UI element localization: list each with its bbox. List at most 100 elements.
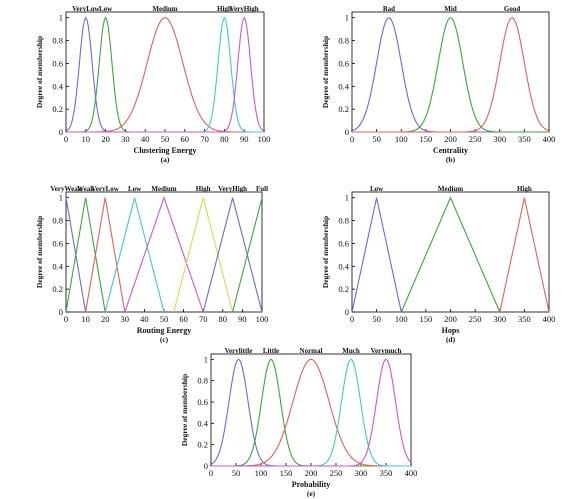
y-tick-label: 0.6 <box>52 238 63 248</box>
series-label-normal: Normal <box>300 347 323 355</box>
x-axis-label: Probability <box>292 480 331 489</box>
x-tick-label: 400 <box>543 314 556 324</box>
chart-panel-1: 0 50 100 150 200 250 300 350 400 0 0.2 0.4 0.6 0.8 1 Ce… <box>321 5 555 164</box>
x-tick-label: 30 <box>121 134 130 144</box>
y-axis-label: Degree of membership <box>321 216 330 288</box>
series-label-much: Much <box>342 347 360 355</box>
y-tick-label: 0.2 <box>197 440 208 450</box>
series-label-verymuch: Verymuch <box>371 347 402 355</box>
y-tick-label: 0.2 <box>52 284 63 294</box>
series-label-veryhigh: VeryHigh <box>218 185 247 193</box>
series-label-verylow: VeryLow <box>92 185 120 193</box>
y-tick-label: 0.4 <box>338 261 349 271</box>
x-tick-label: 350 <box>518 134 531 144</box>
x-tick-label: 50 <box>161 134 170 144</box>
y-tick-label: 0.8 <box>52 36 63 46</box>
series-high-line <box>499 197 550 313</box>
series-label-little: Little <box>263 347 279 355</box>
x-tick-label: 150 <box>420 134 433 144</box>
x-tick-label: 70 <box>199 314 208 324</box>
series-verymuch-line <box>211 358 412 467</box>
series-full-line <box>232 197 263 313</box>
x-tick-label: 50 <box>160 314 169 324</box>
y-tick-label: 0 <box>59 307 63 317</box>
series-label-medium: Medium <box>438 185 463 193</box>
plot-frame <box>65 11 265 133</box>
x-tick-label: 30 <box>121 314 130 324</box>
y-tick-label: 0.4 <box>52 81 63 91</box>
panel-caption: (d) <box>446 335 456 344</box>
x-tick-label: 0 <box>350 134 354 144</box>
y-tick-label: 0.2 <box>338 284 349 294</box>
y-tick-label: 0 <box>59 127 63 137</box>
x-axis-label: Clustering Energy <box>134 146 197 155</box>
y-tick-label: 0 <box>345 127 349 137</box>
y-tick-label: 0.8 <box>197 376 208 386</box>
series-high-line <box>173 197 234 313</box>
y-axis-label: Degree of membership <box>321 36 330 108</box>
chart-panel-4: 0 50 100 150 200 250 300 350 400 0 0.2 0.4 0.6 0.8 1 Pr… <box>180 347 418 498</box>
x-tick-label: 400 <box>405 468 418 478</box>
chart-panel-0: 0 10 20 30 40 50 60 70 80 90 100 0 0.2 0.4 0.6 0.8 1 Clus… <box>35 5 271 164</box>
x-tick-label: 200 <box>305 468 318 478</box>
x-tick-label: 100 <box>256 314 269 324</box>
x-tick-label: 150 <box>280 468 293 478</box>
x-tick-label: 40 <box>140 314 149 324</box>
x-axis-label: Centrality <box>433 146 468 155</box>
series-veryhigh-line <box>202 197 263 313</box>
x-tick-label: 250 <box>469 134 482 144</box>
series-veryhigh-line <box>66 16 265 133</box>
panel-caption: (c) <box>160 335 169 344</box>
y-tick-label: 0.8 <box>338 216 349 226</box>
x-tick-label: 60 <box>181 134 190 144</box>
y-tick-label: 1 <box>204 354 208 364</box>
x-tick-label: 100 <box>258 134 271 144</box>
panel-caption: (a) <box>161 155 170 164</box>
x-tick-label: 20 <box>101 314 110 324</box>
plot-frame <box>351 191 550 313</box>
series-medium-line <box>124 196 204 313</box>
x-tick-label: 10 <box>82 134 91 144</box>
x-tick-label: 20 <box>101 134 110 144</box>
y-tick-label: 0.2 <box>52 104 63 114</box>
series-label-mid: Mid <box>444 5 457 13</box>
x-tick-label: 60 <box>179 314 188 324</box>
series-label-medium: Medium <box>151 185 176 193</box>
x-tick-label: 0 <box>350 314 354 324</box>
x-tick-label: 50 <box>372 314 381 324</box>
x-axis-label: Hops <box>442 326 460 335</box>
x-tick-label: 300 <box>355 468 368 478</box>
y-tick-label: 0 <box>345 307 349 317</box>
x-tick-label: 350 <box>380 468 393 478</box>
y-tick-label: 1 <box>345 13 349 23</box>
series-label-high: High <box>217 5 232 13</box>
series-low-line <box>66 16 264 133</box>
x-tick-label: 50 <box>232 468 241 478</box>
x-tick-label: 10 <box>81 314 90 324</box>
x-tick-label: 100 <box>395 314 408 324</box>
series-label-medium: Medium <box>152 5 177 13</box>
x-tick-label: 200 <box>444 314 457 324</box>
x-tick-label: 90 <box>240 134 249 144</box>
y-axis-label: Degree of membership <box>35 36 44 108</box>
series-verylow-line <box>65 16 264 133</box>
x-tick-label: 70 <box>200 134 209 144</box>
series-label-veryhigh: VeryHigh <box>230 5 259 13</box>
x-tick-label: 80 <box>219 314 228 324</box>
x-tick-label: 0 <box>64 314 68 324</box>
series-medium-line <box>400 196 501 313</box>
y-tick-label: 1 <box>59 13 63 23</box>
x-tick-label: 0 <box>209 468 213 478</box>
series-weak-line <box>65 197 106 313</box>
x-tick-label: 100 <box>395 134 408 144</box>
x-tick-label: 250 <box>469 314 482 324</box>
series-low-line <box>104 197 165 313</box>
y-tick-label: 0.6 <box>197 397 208 407</box>
x-tick-label: 0 <box>64 134 68 144</box>
series-label-low: Low <box>128 185 142 193</box>
series-good-line <box>352 17 550 133</box>
series-label-weak: Weak <box>77 185 94 193</box>
series-label-bad: Bad <box>383 5 395 13</box>
y-tick-label: 0.4 <box>197 418 208 428</box>
series-label-verylittle: Verylittle <box>225 347 253 355</box>
